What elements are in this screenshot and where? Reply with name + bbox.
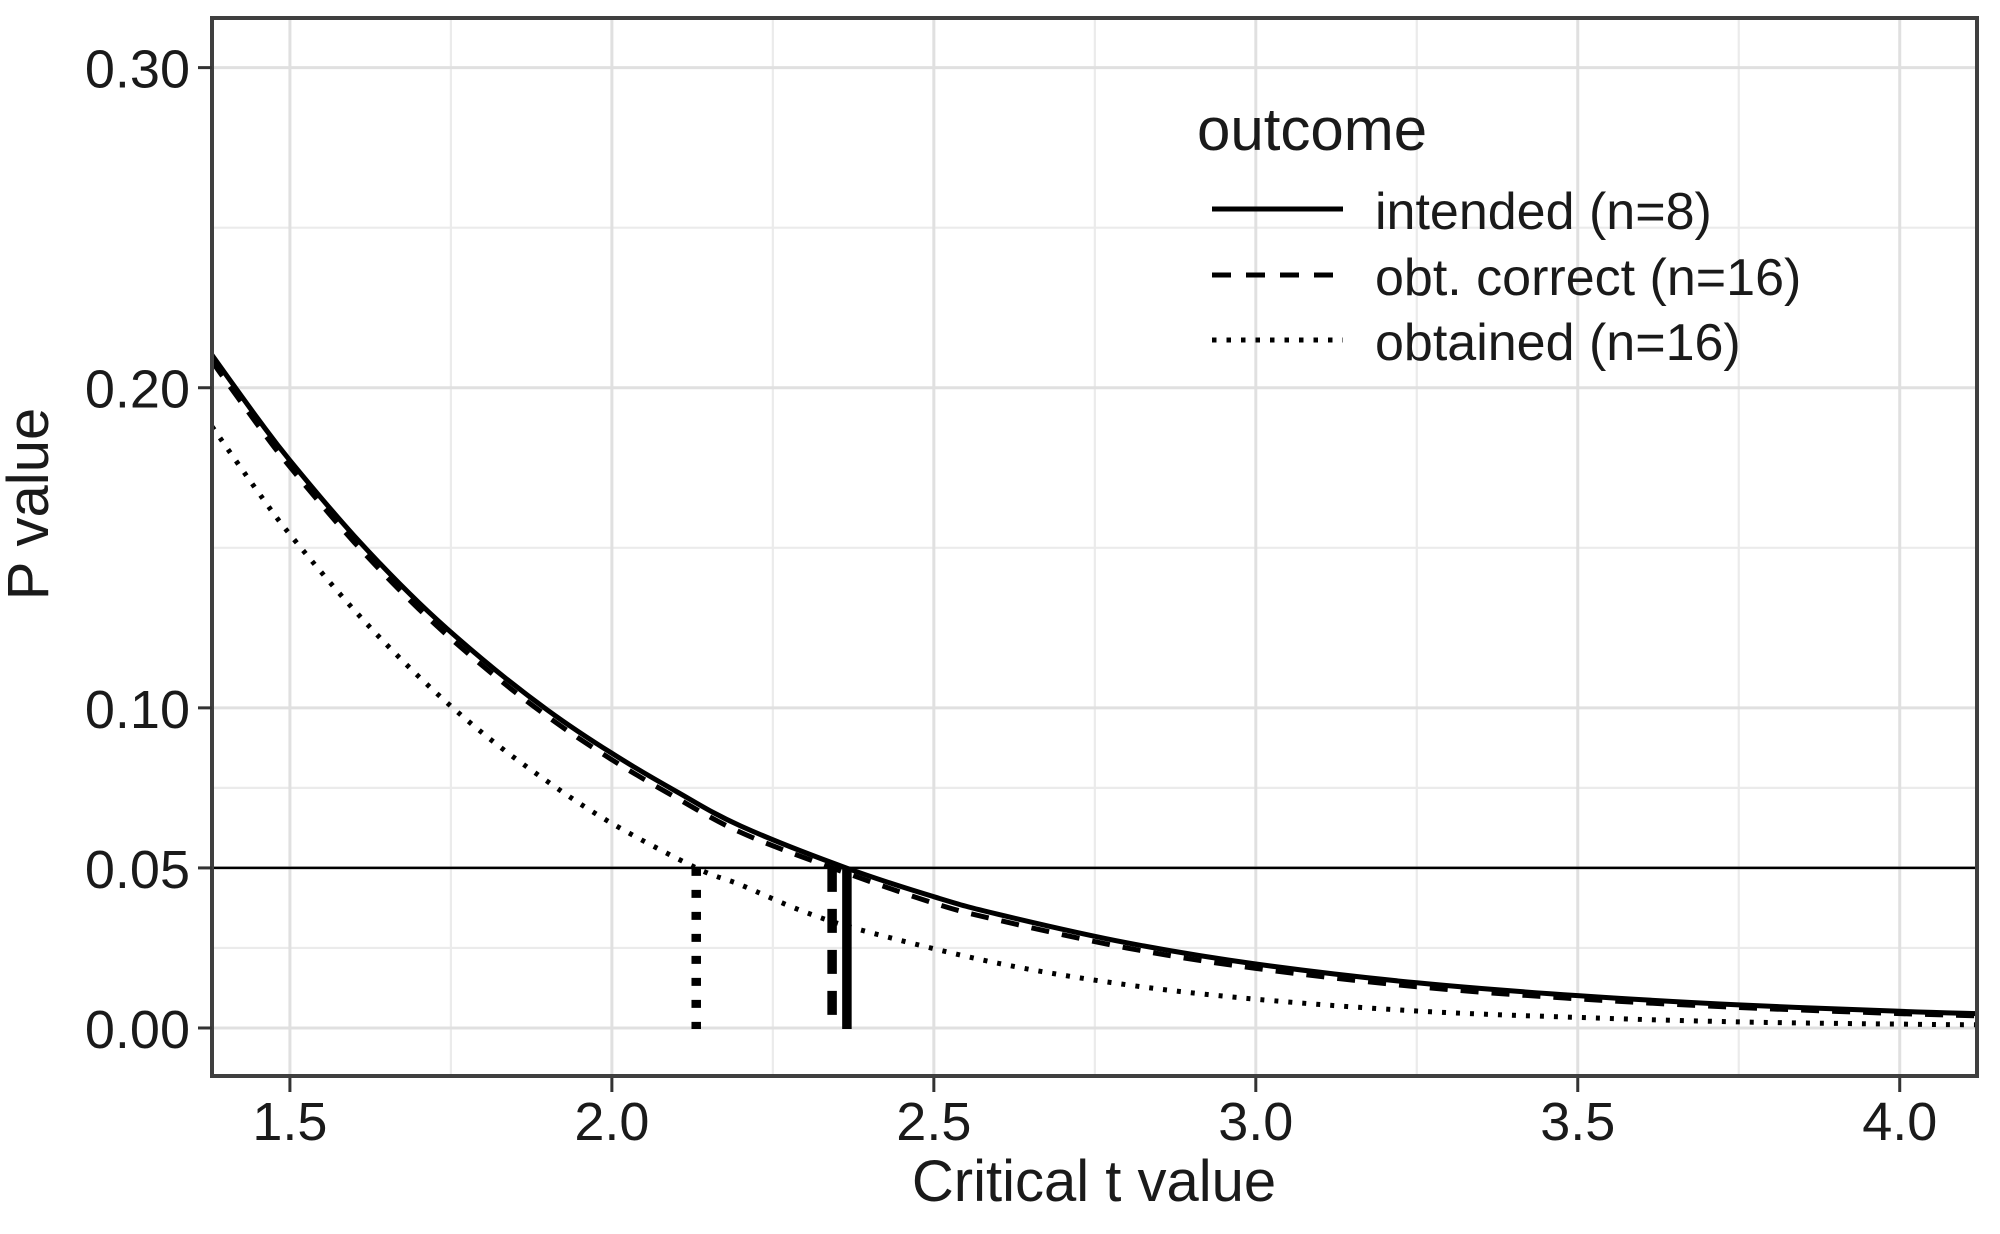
curve-intended-n-8 [212, 353, 1977, 1017]
y-axis: 0.00 0.05 0.10 0.20 0.30 [85, 40, 212, 1060]
y-tick-label: 0.30 [85, 40, 190, 100]
x-tick-label: 2.5 [896, 1092, 971, 1152]
minor-gridlines [212, 18, 1977, 1076]
y-tick-label: 0.10 [85, 680, 190, 740]
y-tick-label: 0.05 [85, 840, 190, 900]
x-tick-label: 4.0 [1862, 1092, 1937, 1152]
reference-lines [212, 866, 1977, 1029]
major-gridlines [212, 18, 1977, 1076]
curves [212, 353, 1977, 1028]
x-tick-label: 3.5 [1540, 1092, 1615, 1152]
x-tick-label: 2.0 [574, 1092, 649, 1152]
y-tick-label: 0.00 [85, 1000, 190, 1060]
x-tick-label: 3.0 [1218, 1092, 1293, 1152]
x-tick-label: 1.5 [252, 1092, 327, 1152]
x-axis-title: Critical t value [912, 1149, 1276, 1214]
y-axis-title: P value [0, 408, 61, 600]
panel-border [210, 16, 1979, 1078]
curve-obt-correct-n-16 [212, 360, 1977, 1019]
legend-label-obt-correct: obt. correct (n=16) [1375, 249, 1801, 307]
curve-obtained-n-16 [212, 425, 1977, 1028]
legend-label-intended: intended (n=8) [1375, 183, 1712, 241]
legend-label-obtained: obtained (n=16) [1375, 314, 1741, 372]
y-tick-label: 0.20 [85, 360, 190, 420]
legend-title: outcome [1197, 96, 1427, 163]
x-axis: 1.5 2.0 2.5 3.0 3.5 4.0 [252, 1078, 1937, 1152]
legend: outcome intended (n=8) obt. correct (n=1… [1197, 96, 1801, 372]
